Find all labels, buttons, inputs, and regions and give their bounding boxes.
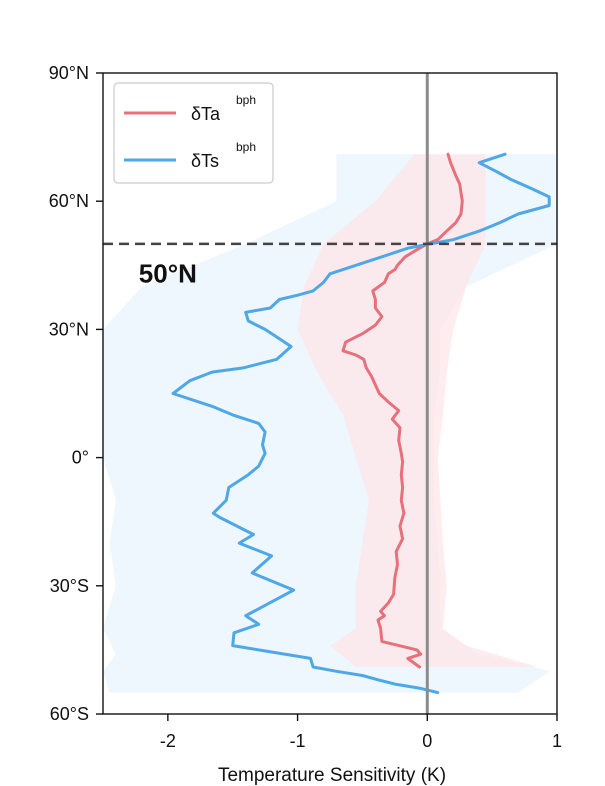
legend-label: δTa (191, 104, 221, 124)
y-tick-label: 60°S (50, 704, 89, 724)
annotation-50n: 50°N (139, 258, 197, 288)
uncertainty-bands (103, 154, 557, 693)
band-dTs (103, 154, 557, 693)
series-lines (171, 152, 551, 695)
legend-label-superscript: bph (236, 93, 256, 107)
x-tick-label: -2 (160, 731, 176, 751)
reference-lines (103, 73, 557, 714)
band-dTa (297, 154, 538, 667)
x-axis-label: Temperature Sensitivity (K) (218, 765, 446, 786)
annotations: 50°N (139, 258, 197, 288)
series-line-dTs (171, 152, 551, 695)
y-axis: 60°S 30°S 0° 30°N 60°N 90°N (49, 63, 103, 724)
legend-label: δTs (191, 151, 219, 171)
y-tick-label: 60°N (49, 191, 89, 211)
legend-label-superscript: bph (236, 140, 256, 154)
x-tick-label: 0 (422, 731, 432, 751)
plot-frame (102, 72, 558, 715)
y-tick-label: 30°N (49, 319, 89, 339)
x-axis: -2 -1 0 1 (160, 714, 562, 751)
legend: δTa bph δTs bph (113, 82, 274, 184)
y-tick-label: 30°S (50, 576, 89, 596)
x-tick-label: -1 (290, 731, 306, 751)
x-tick-label: 1 (552, 731, 562, 751)
legend-box (113, 82, 274, 184)
series-line-dTa (341, 152, 464, 669)
y-tick-label: 90°N (49, 63, 89, 83)
y-tick-label: 0° (72, 448, 89, 468)
